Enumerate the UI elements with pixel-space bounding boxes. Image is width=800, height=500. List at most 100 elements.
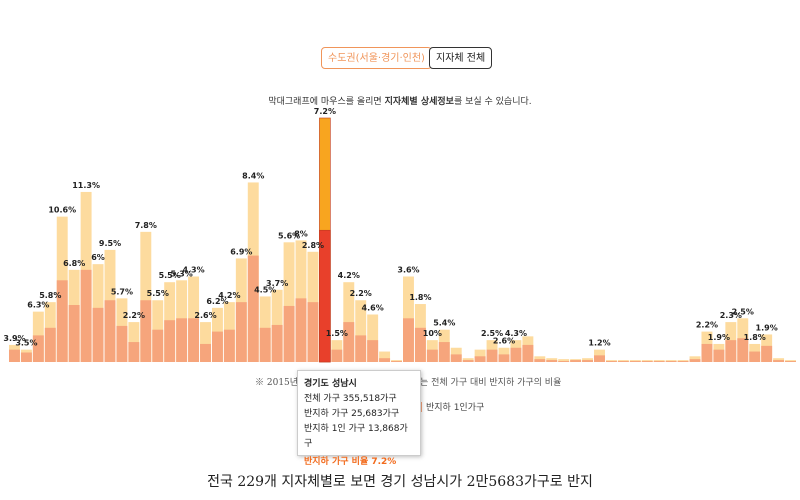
bar: [211, 331, 223, 362]
rate-label: 10.6%: [48, 206, 76, 215]
bar: [295, 298, 307, 362]
bar: [104, 300, 116, 362]
bar: [92, 307, 104, 362]
rate-label: 4.2%: [338, 271, 360, 280]
bar: [188, 318, 200, 362]
footnote: 는 전체 가구 대비 반지하 가구의 비율: [420, 378, 562, 388]
bar: [235, 302, 247, 362]
bar: [653, 361, 665, 362]
bar: [785, 361, 796, 362]
bar: [56, 280, 68, 362]
bar: [200, 343, 211, 362]
instruction-text: 를 보실 수 있습니다.: [453, 97, 532, 107]
bar: [116, 325, 128, 362]
rate-label: 6%: [91, 253, 105, 262]
bar: [391, 361, 402, 362]
tooltip-line: 전체 가구 355,518가구: [304, 394, 397, 404]
bar: [128, 342, 140, 362]
bar: [331, 349, 343, 362]
bar: [9, 349, 20, 362]
bar: [522, 344, 534, 362]
rate-label: 1.5%: [326, 329, 348, 338]
bar: [462, 360, 474, 362]
bar: [152, 329, 164, 362]
bar: [68, 304, 80, 362]
rate-label: 2.3%: [720, 311, 742, 320]
bar: [617, 361, 629, 362]
tooltip-line: 반지하 1인 가구 13,868가구: [304, 424, 408, 449]
region-button[interactable]: 수도권(서울·경기·인천): [321, 47, 432, 69]
bar: [761, 345, 773, 362]
bar: [319, 229, 331, 363]
bar: [32, 335, 44, 362]
bar: [474, 356, 486, 362]
rate-label: 5.8%: [39, 291, 61, 300]
instruction-bold: 지자체별 상세정보: [384, 97, 454, 107]
bar: [498, 354, 510, 362]
bar: [367, 314, 379, 362]
rate-label: 2.2%: [350, 289, 372, 298]
rate-label: 7.8%: [135, 221, 157, 230]
bar: [367, 340, 379, 362]
bar: [701, 343, 713, 362]
bar: [689, 359, 701, 362]
bar: [450, 354, 462, 362]
bar: [641, 361, 653, 362]
bar: [594, 355, 605, 362]
rate-label: 4.5%: [254, 285, 276, 294]
bar: [546, 360, 558, 362]
bar: [379, 351, 391, 362]
rate-label: 8%: [294, 229, 308, 238]
rate-label: 2.8%: [302, 241, 324, 250]
rate-label: 4.6%: [362, 303, 384, 312]
bar: [343, 322, 355, 362]
bar: [737, 338, 749, 362]
tooltip-emphasis: 반지하 가구 비율 7.2%: [304, 457, 397, 467]
bar: [510, 347, 522, 362]
bar: [605, 361, 617, 362]
bar: [725, 340, 737, 362]
bar: [773, 360, 785, 362]
rate-label: 5.3%: [171, 269, 193, 278]
bar: [582, 360, 594, 362]
bar: [558, 361, 570, 362]
bar: [665, 361, 677, 362]
rate-label: 5.5%: [159, 271, 181, 280]
rate-label: 1.8%: [409, 293, 431, 302]
bar: [414, 327, 426, 362]
rate-label: 7.2%: [314, 107, 336, 116]
bar: [164, 320, 176, 362]
bar: [140, 231, 152, 362]
footnote: ※ 2015년: [255, 378, 299, 388]
rate-label: 6.3%: [27, 301, 49, 310]
rate-label: 2.5%: [481, 329, 503, 338]
rate-label: 6.9%: [230, 247, 252, 256]
rate-label: 4.2%: [218, 291, 240, 300]
bar: [140, 300, 152, 362]
region-button[interactable]: 지자체 전체: [429, 47, 493, 69]
legend-label: 반지하 1인가구: [426, 403, 485, 413]
bar: [749, 351, 761, 362]
rate-label: 5.4%: [433, 319, 455, 328]
tooltip-line: 반지하 가구 25,683가구: [304, 409, 400, 419]
rate-label: 1.8%: [744, 333, 766, 342]
bar: [486, 349, 498, 362]
bar: [403, 318, 414, 362]
bar: [247, 255, 259, 362]
bar: [223, 329, 235, 362]
bar: [271, 324, 283, 362]
rate-label: 11.3%: [72, 181, 100, 190]
tooltip-title: 경기도 성남시: [304, 379, 357, 389]
bar: [80, 269, 92, 362]
rate-label: 3.7%: [266, 279, 288, 288]
rate-label: 5.5%: [147, 289, 169, 298]
bar: [44, 327, 56, 362]
bar: [426, 349, 438, 362]
bar: [474, 349, 486, 362]
rate-label: 2.2%: [696, 321, 718, 330]
bar: [558, 359, 570, 362]
bar: [677, 361, 689, 362]
rate-label: 9.5%: [99, 239, 121, 248]
